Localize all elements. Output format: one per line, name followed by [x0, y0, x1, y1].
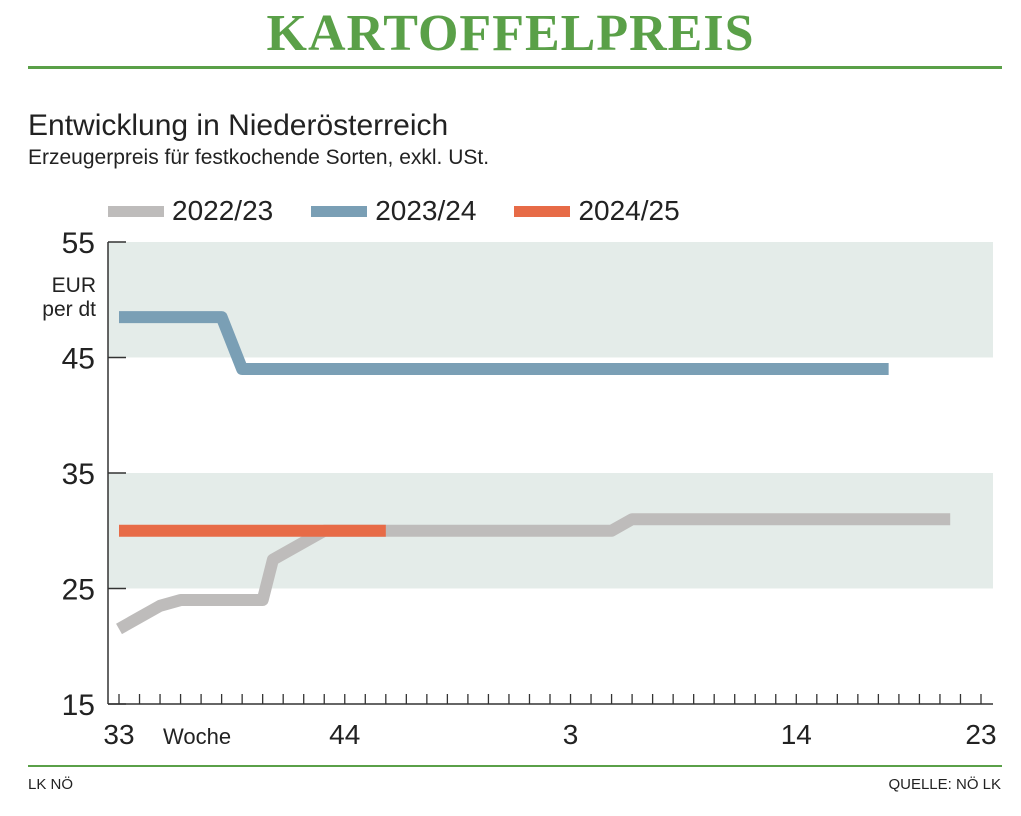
x-tick-label: 14	[781, 719, 812, 750]
top-rule	[28, 66, 1002, 69]
legend: 2022/23 2023/24 2024/25	[108, 193, 718, 229]
legend-item-2022-23: 2022/23	[108, 195, 273, 227]
x-tick-label: 44	[329, 719, 360, 750]
chart-title: Entwicklung in Niederösterreich	[28, 109, 449, 142]
legend-label: 2023/24	[375, 195, 477, 226]
legend-swatch	[514, 205, 571, 217]
x-tick-label: 33	[103, 719, 134, 750]
y-axis-unit: per dt	[42, 298, 96, 321]
legend-label: 2024/25	[578, 195, 680, 226]
legend-label: 2022/23	[172, 195, 274, 226]
y-tick-label: 35	[62, 458, 95, 491]
y-tick-label: 25	[62, 574, 95, 607]
legend-item-2023-24: 2023/24	[311, 195, 476, 227]
legend-swatch	[108, 205, 164, 217]
series-line-2022-23	[116, 513, 951, 635]
x-tick-label: 3	[563, 719, 579, 750]
chart-subtitle: Erzeugerpreis für festkochende Sorten, e…	[28, 146, 490, 169]
bottom-rule	[28, 765, 1002, 767]
x-tick-label: 23	[965, 719, 996, 750]
footer-credit: LK NÖ	[28, 776, 74, 793]
legend-swatch	[311, 205, 368, 217]
shaded-band	[108, 242, 993, 358]
headline: KARTOFFELPREIS	[266, 5, 755, 62]
y-axis-unit: EUR	[52, 274, 96, 297]
y-tick-label: 15	[62, 689, 95, 722]
series-line-2023-24	[119, 311, 889, 376]
y-tick-label: 45	[62, 343, 95, 376]
legend-item-2024-25: 2024/25	[514, 195, 680, 227]
footer-source: QUELLE: NÖ LK	[888, 776, 1001, 793]
x-axis-label: Woche	[163, 724, 231, 749]
y-tick-label: 55	[62, 227, 95, 260]
